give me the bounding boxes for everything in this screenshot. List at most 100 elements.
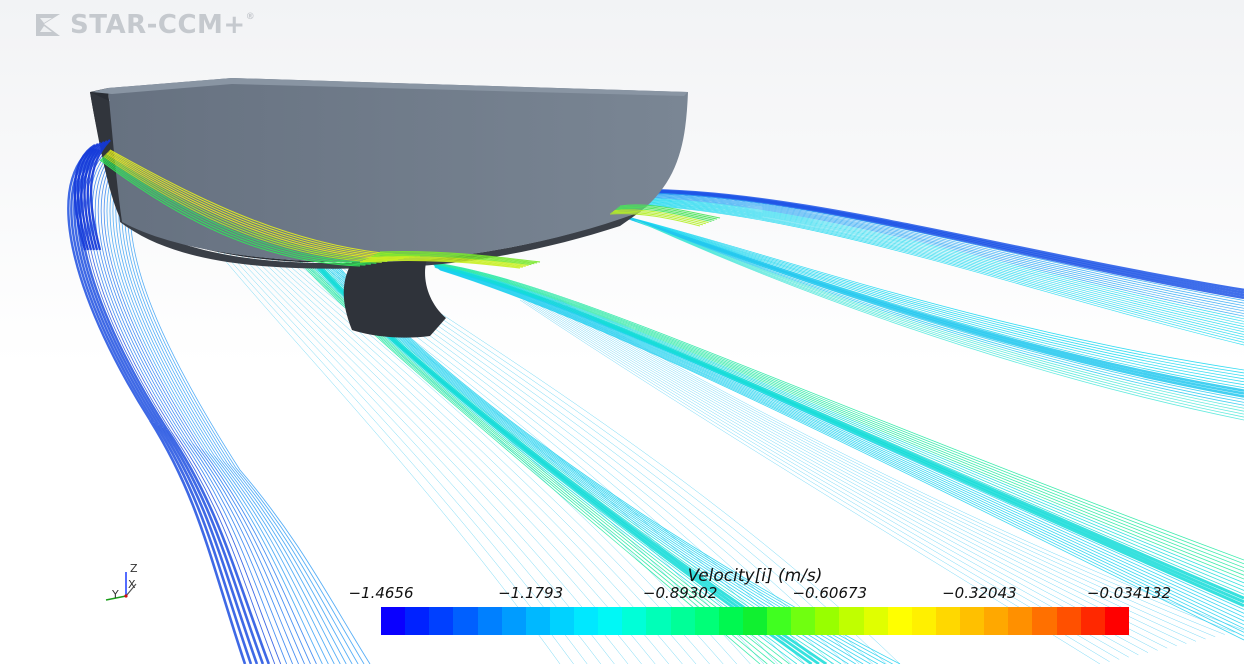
streamline	[432, 263, 1244, 580]
legend-tick-label: −1.4656	[348, 584, 414, 602]
streamline	[546, 299, 1197, 642]
streamline	[624, 216, 1244, 383]
legend-color-segment	[381, 607, 406, 635]
x-axis-label: X	[128, 578, 136, 591]
hull-skeg	[343, 252, 446, 338]
streamline	[100, 158, 366, 266]
streamline	[70, 147, 156, 424]
streamline	[639, 204, 1244, 346]
streamline	[102, 156, 377, 264]
streamline	[432, 263, 1244, 584]
streamline	[279, 221, 833, 664]
streamline	[557, 299, 1235, 633]
streamline	[223, 227, 642, 664]
legend-color-segment	[935, 607, 960, 635]
streamline	[639, 193, 1244, 307]
app-logo-text: STAR-CCM+®	[70, 10, 256, 40]
streamline	[436, 266, 1244, 614]
legend-tick-label: −0.60673	[792, 584, 868, 602]
streamline	[431, 262, 1244, 572]
legend-color-segment	[960, 607, 985, 635]
streamline	[106, 152, 404, 260]
streamline	[639, 196, 1244, 317]
streamline	[437, 267, 1244, 622]
streamline	[303, 262, 775, 664]
ship-hull	[90, 78, 688, 338]
streamline	[161, 426, 265, 664]
streamline	[436, 266, 1244, 610]
axis-triad[interactable]: Z X Y	[98, 560, 148, 610]
streamline	[175, 434, 282, 664]
streamline	[247, 225, 724, 664]
legend-color-segment	[984, 607, 1009, 635]
streamline	[368, 256, 529, 267]
streamline	[639, 201, 1244, 333]
streamline	[91, 152, 185, 440]
legend-tick-label: −0.034132	[1086, 584, 1172, 602]
streamline	[362, 258, 523, 268]
streamline	[636, 220, 1244, 412]
streamline	[97, 153, 194, 445]
streamline	[639, 196, 1244, 314]
legend-color-segment	[1080, 607, 1105, 635]
streamline	[615, 208, 712, 222]
streamline	[227, 227, 656, 664]
legend-color-segment	[791, 607, 816, 635]
streamline	[218, 457, 341, 664]
streamline	[639, 200, 1244, 330]
streamline	[639, 221, 1244, 421]
streamline	[618, 205, 718, 220]
legend-color-segment	[501, 607, 526, 635]
streamline	[639, 190, 1244, 300]
legend-color-segment	[574, 607, 599, 635]
streamline	[188, 441, 299, 664]
streamline	[211, 228, 601, 664]
streamline	[371, 254, 532, 266]
streamline	[611, 211, 703, 226]
streamline	[622, 215, 1244, 377]
streamline	[108, 150, 415, 258]
streamline	[219, 227, 629, 664]
streamline	[614, 209, 709, 224]
color-legend: Velocity[i] (m/s) −1.4656 −1.1793 −0.89302…	[340, 566, 1172, 646]
streamline	[617, 206, 715, 221]
legend-color-segment	[549, 607, 574, 635]
legend-color-segment	[887, 607, 912, 635]
streamline	[609, 213, 701, 227]
streamline	[199, 229, 561, 664]
streamline	[76, 143, 99, 251]
legend-color-segment	[767, 607, 792, 635]
streamline	[365, 257, 526, 267]
hull-deck-edge	[92, 78, 688, 96]
streamline	[83, 141, 105, 251]
streamline	[215, 228, 615, 664]
star-logo-icon	[36, 14, 60, 36]
streamline	[619, 204, 721, 219]
streamline	[541, 299, 1177, 647]
streamline	[429, 261, 1244, 561]
streamline	[308, 262, 790, 664]
legend-color-segment	[694, 607, 719, 635]
legend-color-segment	[839, 607, 864, 635]
streamline	[533, 299, 1149, 653]
streamline	[621, 215, 1244, 374]
streamline	[226, 462, 353, 664]
streamline	[243, 225, 710, 664]
streamline	[437, 267, 1244, 618]
streamline	[639, 193, 1244, 304]
streamline	[538, 299, 1168, 649]
legend-color-segment	[1056, 607, 1081, 635]
streamline	[359, 259, 521, 269]
streamline	[439, 269, 1244, 637]
streamline	[148, 419, 247, 664]
legend-color-segment	[477, 607, 502, 635]
legend-color-segment	[863, 607, 888, 635]
streamline	[439, 269, 1244, 641]
streamline	[231, 464, 359, 664]
streamline	[104, 154, 388, 263]
streamline	[301, 262, 768, 664]
legend-color-segment	[622, 607, 647, 635]
streamline	[549, 299, 1206, 640]
